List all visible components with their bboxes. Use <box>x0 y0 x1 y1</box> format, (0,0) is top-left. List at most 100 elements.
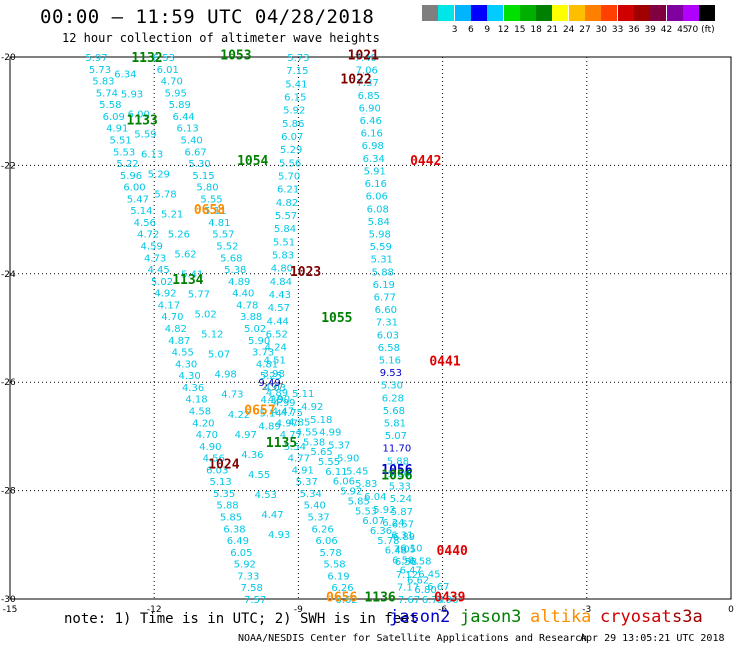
wave-height-value: 6.04 <box>364 492 386 503</box>
wave-height-value: 4.53 <box>255 490 277 501</box>
legend-label: 3 <box>451 25 458 35</box>
credit-line: NOAA/NESDIS Center for Satellite Applica… <box>238 633 588 644</box>
wave-height-value: 6.08 <box>367 204 389 215</box>
wave-height-value: 4.77 <box>280 430 302 441</box>
wave-height-value: 6.46 <box>360 116 382 127</box>
wave-height-value: 6.24 <box>382 518 404 529</box>
wave-height-value: 5.84 <box>274 224 296 235</box>
wave-height-value: 5.37 <box>296 477 318 488</box>
pass-time-label: 1021 <box>348 48 379 63</box>
wave-height-value: 5.83 <box>272 250 294 261</box>
wave-height-value: 5.21 <box>161 209 183 220</box>
wave-height-value: 5.11 <box>204 206 226 217</box>
legend-label: 27 <box>579 25 591 35</box>
wave-height-value: 4.56 <box>203 454 225 465</box>
wave-height-value: 5.83 <box>92 77 114 88</box>
wave-height-value: 4.97 <box>235 430 257 441</box>
wave-height-value: 6.85 <box>358 91 380 102</box>
x-tick-label: -12 <box>147 605 162 615</box>
wave-height-value: 6.16 <box>365 179 387 190</box>
wave-height-value: 5.59 <box>134 129 156 140</box>
wave-height-value: 7.31 <box>376 318 398 329</box>
legend-label: 9 <box>484 25 491 35</box>
wave-height-value: 6.21 <box>277 185 299 196</box>
wave-height-value: 5.80 <box>388 469 410 480</box>
wave-height-value: 7.33 <box>237 571 259 582</box>
wave-height-value: 5.07 <box>208 350 230 361</box>
wave-height-value: 4.92 <box>301 402 323 413</box>
legend-label: 70 (ft) <box>686 25 715 35</box>
wave-height-value: 5.52 <box>216 242 238 253</box>
wave-height-value: 5.96 <box>120 171 142 182</box>
wave-height-value: 6.47 <box>400 565 422 576</box>
wave-height-value: 7.05 <box>394 545 416 556</box>
pass-time-label: 0442 <box>410 154 441 169</box>
wave-height-value: 6.00 <box>128 109 150 120</box>
wave-height-value: 4.98 <box>215 370 237 381</box>
wave-height-value: 5.11 <box>292 389 314 400</box>
wave-height-value: 6.03 <box>377 330 399 341</box>
legend-swatch <box>470 5 487 21</box>
wave-height-value: 5.90 <box>248 336 270 347</box>
wave-height-value: 5.81 <box>384 419 406 430</box>
wave-height-value: 4.85 <box>288 418 310 429</box>
wave-height-value: 11.70 <box>383 444 412 455</box>
y-tick-label: -30 <box>1 595 16 605</box>
wave-height-value: 5.90 <box>337 453 359 464</box>
legend-swatch <box>601 5 618 21</box>
wave-height-value: 4.03 <box>264 383 286 394</box>
pass-time-label: 1023 <box>290 265 321 280</box>
wave-height-value: 4.81 <box>256 359 278 370</box>
wave-height-value: 5.78 <box>154 189 176 200</box>
wave-height-value: 5.54 <box>284 442 306 453</box>
wave-height-value: 5.98 <box>369 229 391 240</box>
wave-height-value: 6.06 <box>315 536 337 547</box>
wave-height-value: 4.78 <box>236 300 258 311</box>
wave-height-value: 5.68 <box>220 253 242 264</box>
wave-height-value: 5.57 <box>212 230 234 241</box>
wave-height-value: 9.53 <box>380 368 402 379</box>
wave-height-value: 5.55 <box>318 457 340 468</box>
wave-height-value: 4.77 <box>288 454 310 465</box>
wave-height-value: 7.37 <box>357 78 379 89</box>
legend-label: 21 <box>546 25 559 35</box>
wave-height-value: 6.89 <box>393 532 415 543</box>
wave-height-value: 4.73 <box>144 253 166 264</box>
wave-height-value: 3.73 <box>252 348 274 359</box>
wave-height-value: 4.91 <box>106 124 128 135</box>
wave-height-value: 4.58 <box>189 406 211 417</box>
y-tick-label: -26 <box>1 378 16 388</box>
wave-height-value: 4.70 <box>196 430 218 441</box>
wave-height-value: 5.62 <box>174 250 196 261</box>
satellite-label: cryosat <box>600 607 672 627</box>
wave-height-value: 5.31 <box>371 255 393 266</box>
wave-height-value: 5.14 <box>130 206 152 217</box>
wave-height-value: 6.06 <box>333 477 355 488</box>
legend-swatch <box>699 5 716 21</box>
wave-height-value: 7.17 <box>397 582 419 593</box>
wave-height-value: 7.12 <box>396 570 418 581</box>
legend-swatch <box>633 5 650 21</box>
wave-height-value: 5.88 <box>216 501 238 512</box>
wave-height-value: 6.06 <box>366 192 388 203</box>
wave-height-value: 6.38 <box>223 524 245 535</box>
wave-height-value: 5.97 <box>85 53 107 64</box>
wave-height-value: 5.41 <box>285 79 307 90</box>
wave-height-value: 6.36 <box>370 526 392 537</box>
satellite-label: altika <box>530 607 592 627</box>
wave-height-value: 4.43 <box>269 290 291 301</box>
y-tick-label: -24 <box>1 270 16 280</box>
pass-time-label: 0658 <box>194 203 225 218</box>
wave-height-value: 6.49 <box>227 536 249 547</box>
legend-swatch <box>552 5 569 21</box>
wave-height-value: 6.58 <box>395 557 417 568</box>
wave-height-value: 4.56 <box>134 218 156 229</box>
wave-height-value: 5.92 <box>234 560 256 571</box>
wave-height-value: 6.34 <box>114 69 136 80</box>
wave-height-value: 6.67 <box>427 582 449 593</box>
wave-height-value: 5.74 <box>96 88 118 99</box>
wave-height-value: 6.90 <box>359 103 381 114</box>
legend-label: 15 <box>514 25 526 35</box>
map-title: 00:00 – 11:59 UTC 04/28/2018 <box>40 6 375 28</box>
wave-height-value: 5.86 <box>282 119 304 130</box>
